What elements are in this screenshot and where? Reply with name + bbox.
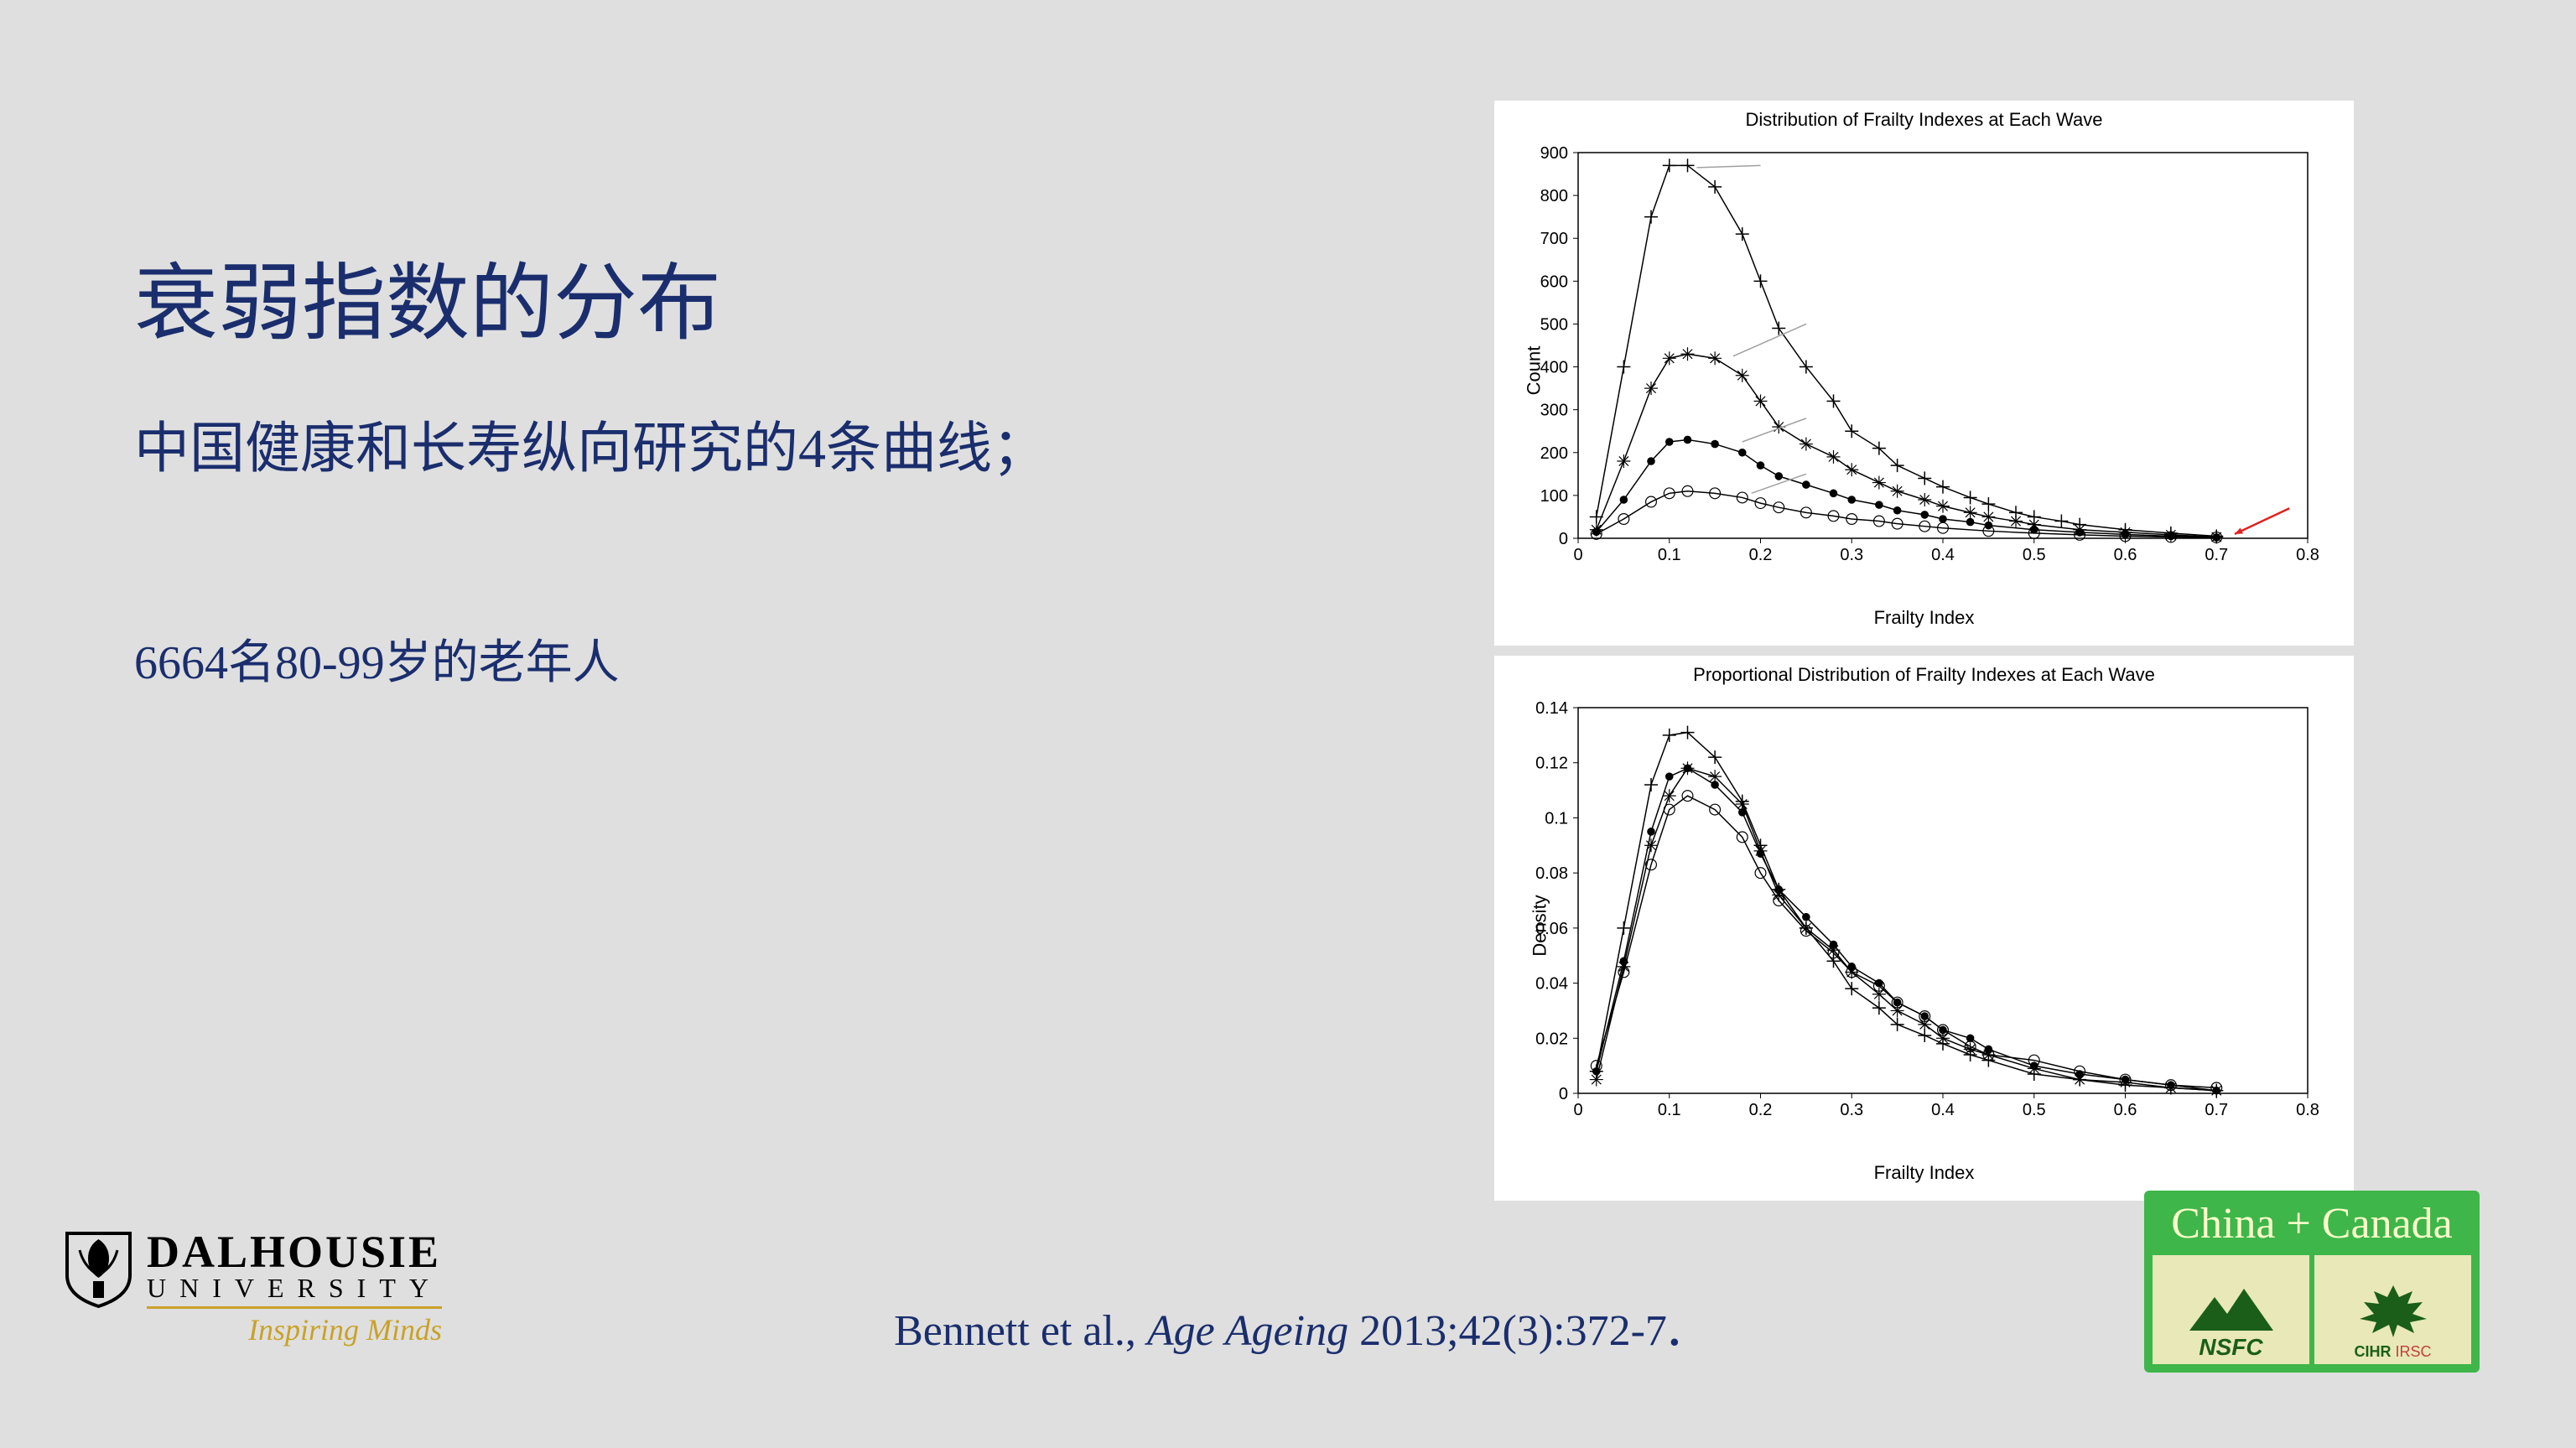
chart1-ylabel: Count: [1523, 346, 1545, 396]
dalhousie-university: UNIVERSITY: [147, 1273, 442, 1309]
svg-text:0.5: 0.5: [2023, 1101, 2046, 1119]
dalhousie-tagline: Inspiring Minds: [147, 1312, 442, 1347]
svg-text:0.7: 0.7: [2205, 1101, 2228, 1119]
charts-container: Distribution of Frailty Indexes at Each …: [1494, 101, 2354, 1211]
chart2-title: Proportional Distribution of Frailty Ind…: [1503, 664, 2345, 686]
dalhousie-shield-icon: [63, 1229, 134, 1309]
slide-title: 衰弱指数的分布: [134, 235, 721, 356]
cihr-box: CIHR IRSC: [2314, 1255, 2471, 1364]
dalhousie-logo: DALHOUSIE UNIVERSITY Inspiring Minds: [63, 1229, 442, 1347]
cihr-text: CIHR: [2354, 1343, 2391, 1360]
chart-panel-top: Distribution of Frailty Indexes at Each …: [1494, 101, 2354, 646]
svg-text:900: 900: [1540, 144, 1568, 163]
svg-text:0.04: 0.04: [1535, 975, 1568, 994]
cihr-label: CIHR IRSC: [2354, 1343, 2431, 1361]
nsfc-label: NSFC: [2199, 1334, 2262, 1361]
svg-text:0.1: 0.1: [1658, 1101, 1681, 1119]
chart1-plot: 00.10.20.30.40.50.60.70.8010020030040050…: [1503, 136, 2324, 580]
svg-text:0.8: 0.8: [2296, 1101, 2319, 1119]
svg-text:0.7: 0.7: [2205, 546, 2228, 564]
citation-ref: 2013;42(3):372-7: [1348, 1307, 1667, 1355]
chart1-title: Distribution of Frailty Indexes at Each …: [1503, 109, 2345, 131]
cihr-leaf-icon: [2347, 1279, 2439, 1342]
irsc-text: IRSC: [2396, 1343, 2432, 1360]
svg-text:300: 300: [1540, 402, 1568, 420]
dalhousie-name: DALHOUSIE: [147, 1229, 442, 1274]
citation-journal: Age Ageing: [1147, 1307, 1348, 1355]
nsfc-box: NSFC: [2153, 1255, 2309, 1364]
china-canada-logo: China + Canada NSFC CIHR IRSC: [2144, 1191, 2480, 1373]
svg-text:0.08: 0.08: [1535, 864, 1568, 883]
subtitle-line-2: 6664名80-99岁的老年人: [134, 625, 620, 693]
svg-text:0: 0: [1559, 1085, 1568, 1103]
svg-text:0.6: 0.6: [2114, 1101, 2137, 1119]
svg-text:0.1: 0.1: [1658, 546, 1681, 564]
svg-text:0: 0: [1573, 546, 1582, 564]
svg-text:500: 500: [1540, 315, 1568, 334]
svg-text:0.3: 0.3: [1840, 1101, 1863, 1119]
nsfc-mountain-icon: [2181, 1280, 2282, 1339]
svg-text:0.2: 0.2: [1749, 1101, 1773, 1119]
svg-text:100: 100: [1540, 487, 1568, 506]
svg-text:200: 200: [1540, 444, 1568, 463]
citation-authors: Bennett et al.,: [894, 1307, 1147, 1355]
chart2-plot: 00.10.20.30.40.50.60.70.800.020.040.060.…: [1503, 691, 2324, 1135]
svg-text:0.6: 0.6: [2114, 546, 2137, 564]
chart-panel-bottom: Proportional Distribution of Frailty Ind…: [1494, 656, 2354, 1201]
svg-text:0.4: 0.4: [1931, 1101, 1955, 1119]
svg-text:600: 600: [1540, 272, 1568, 291]
china-canada-header: China + Canada: [2153, 1199, 2471, 1248]
chart1-xlabel: Frailty Index: [1503, 607, 2345, 629]
svg-text:800: 800: [1540, 187, 1568, 205]
svg-text:700: 700: [1540, 230, 1568, 248]
svg-text:0.5: 0.5: [2023, 546, 2046, 564]
svg-text:0.8: 0.8: [2296, 546, 2319, 564]
chart2-xlabel: Frailty Index: [1503, 1162, 2345, 1184]
svg-text:0: 0: [1573, 1101, 1582, 1119]
svg-text:0.02: 0.02: [1535, 1030, 1568, 1048]
svg-text:0.1: 0.1: [1545, 809, 1568, 828]
citation: Bennett et al., Age Ageing 2013;42(3):37…: [894, 1290, 1682, 1360]
svg-text:0.2: 0.2: [1749, 546, 1773, 564]
svg-text:0.4: 0.4: [1931, 546, 1955, 564]
svg-text:0.12: 0.12: [1535, 755, 1568, 773]
svg-text:0.14: 0.14: [1535, 699, 1568, 718]
svg-text:0.3: 0.3: [1840, 546, 1863, 564]
chart2-ylabel: Density: [1530, 895, 1551, 956]
svg-text:0: 0: [1559, 530, 1568, 548]
subtitle-line-1: 中国健康和长寿纵向研究的4条曲线；: [134, 411, 1047, 488]
citation-period: .: [1667, 1291, 1682, 1358]
